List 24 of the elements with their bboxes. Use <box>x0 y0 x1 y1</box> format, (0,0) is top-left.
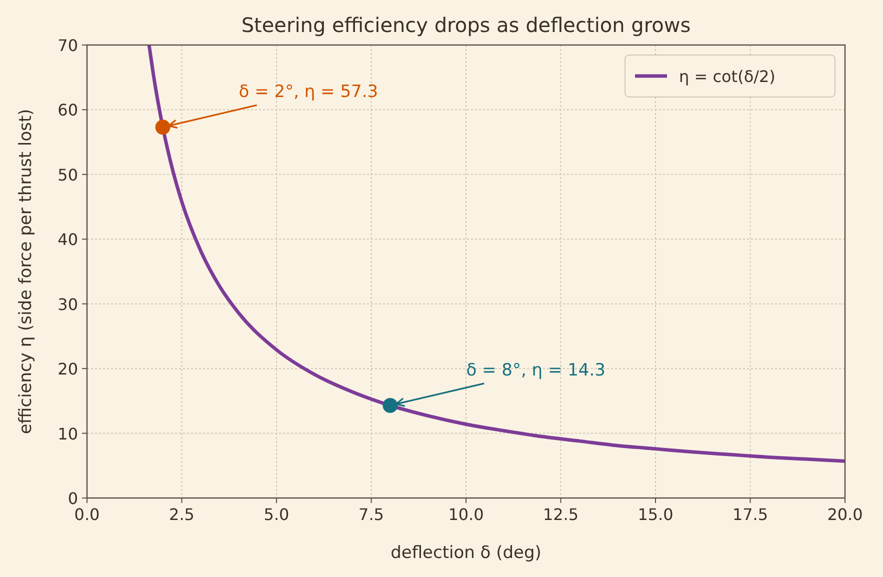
y-axis-title: efficiency η (side force per thrust lost) <box>16 108 36 434</box>
x-tick-label: 20.0 <box>827 505 863 524</box>
chart-title: Steering efficiency drops as deflection grows <box>241 13 691 37</box>
x-tick-label: 0.0 <box>74 505 100 524</box>
line-series <box>147 45 845 463</box>
x-tick-label: 2.5 <box>169 505 194 524</box>
legend-label: η = cot(δ/2) <box>679 67 776 86</box>
annotation: δ = 8°, η = 14.3 <box>466 360 606 380</box>
y-tick-label: 10 <box>58 424 78 444</box>
x-tick-label: 15.0 <box>638 505 674 524</box>
y-tick-label: 20 <box>58 360 78 379</box>
x-tick-label: 10.0 <box>448 505 484 524</box>
x-axis-title: deflection δ (deg) <box>390 543 542 563</box>
y-tick-label: 50 <box>58 165 78 184</box>
y-tick-label: 0 <box>68 489 78 508</box>
y-tick-label: 70 <box>58 36 78 55</box>
x-tick-label: 7.5 <box>358 505 384 524</box>
x-tick-label: 12.5 <box>542 505 579 524</box>
y-tick-label: 30 <box>58 294 78 314</box>
y-tick-label: 60 <box>58 100 78 120</box>
y-tick-label: 40 <box>58 230 78 250</box>
annotation: δ = 2°, η = 57.3 <box>238 82 378 102</box>
x-tick-label: 17.5 <box>732 505 768 524</box>
x-tick-label: 5.0 <box>264 505 290 524</box>
